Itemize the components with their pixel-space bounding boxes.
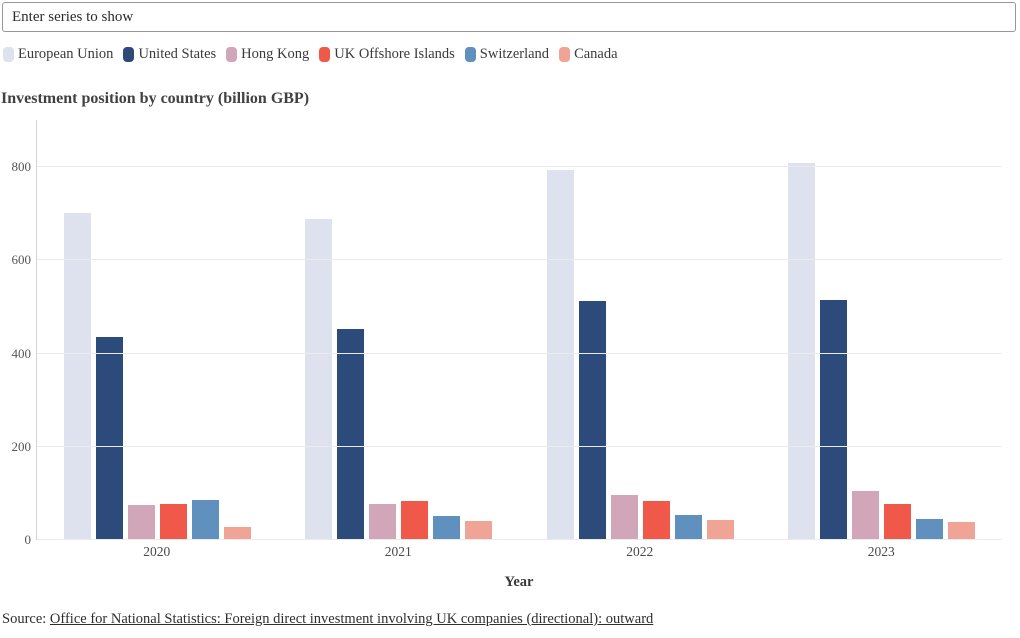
legend-label: European Union (18, 46, 114, 62)
legend-swatch-uk-offshore-islands (319, 47, 331, 62)
bar-european-union-2022[interactable] (546, 170, 574, 540)
bar-united-states-2022[interactable] (578, 300, 606, 540)
x-tick-label-2022: 2022 (626, 544, 654, 559)
legend-label: UK Offshore Islands (334, 46, 455, 62)
bar-united-states-2020[interactable] (96, 337, 124, 540)
legend-label: United States (138, 46, 217, 62)
x-tick-label-2020: 2020 (143, 544, 171, 559)
source-note: Source: Office for National Statistics: … (2, 611, 1020, 628)
y-tick-label-200: 200 (11, 438, 32, 454)
y-tick-label-400: 400 (11, 345, 32, 361)
legend-swatch-switzerland (464, 47, 476, 62)
legend-item-canada[interactable]: Canada (559, 46, 618, 63)
bar-switzerland-2020[interactable] (192, 499, 220, 540)
bar-canada-2020[interactable] (224, 527, 252, 540)
legend: European Union United States Hong Kong UK O… (3, 46, 1020, 63)
bar-united-states-2021[interactable] (337, 329, 365, 540)
bar-chart: 0 200 400 600 800 (12, 120, 1002, 547)
legend-swatch-hong-kong (226, 47, 238, 62)
x-axis-title: Year (504, 574, 534, 590)
source-link[interactable]: Office for National Statistics: Foreign … (49, 611, 654, 627)
legend-item-hong-kong[interactable]: Hong Kong (226, 46, 309, 63)
bar-canada-2022[interactable] (706, 519, 734, 540)
bar-hong-kong-2020[interactable] (128, 504, 156, 540)
legend-label: Canada (574, 46, 618, 62)
bar-group-2020 (37, 120, 278, 540)
bar-canada-2021[interactable] (465, 520, 493, 540)
bar-uk-offshore-islands-2021[interactable] (401, 501, 429, 540)
bar-group-2021 (278, 120, 519, 540)
x-tick-label-2023: 2023 (867, 544, 895, 559)
x-tick-label-2021: 2021 (384, 544, 412, 559)
gridline-800 (37, 166, 1002, 168)
legend-item-uk-offshore-islands[interactable]: UK Offshore Islands (319, 46, 455, 63)
bar-switzerland-2022[interactable] (674, 515, 702, 540)
legend-swatch-united-states (123, 47, 135, 62)
legend-item-united-states[interactable]: United States (123, 46, 216, 63)
bar-group-2023 (761, 120, 1002, 540)
bar-uk-offshore-islands-2022[interactable] (642, 500, 670, 540)
bar-group-2022 (520, 120, 761, 540)
bar-groups (37, 120, 1002, 540)
bar-united-states-2023[interactable] (819, 300, 847, 540)
plot-area: 0 200 400 600 800 (12, 120, 1002, 547)
gridline-400 (37, 352, 1002, 354)
y-tick-label-800: 800 (11, 159, 32, 175)
gridline-0 (37, 539, 1002, 540)
bar-european-union-2021[interactable] (305, 218, 333, 540)
series-filter-input[interactable] (2, 2, 1016, 32)
legend-item-european-union[interactable]: European Union (3, 46, 113, 63)
bar-uk-offshore-islands-2020[interactable] (160, 503, 188, 540)
bar-canada-2023[interactable] (947, 522, 975, 540)
source-prefix: Source: (2, 611, 50, 627)
legend-swatch-european-union (3, 47, 14, 62)
bar-european-union-2023[interactable] (787, 162, 815, 540)
gridline-200 (37, 445, 1002, 447)
x-axis-labels: 2020 2021 2022 2023 (36, 544, 1002, 560)
gridline-600 (37, 259, 1002, 261)
y-tick-label-0: 0 (24, 532, 32, 547)
bar-hong-kong-2021[interactable] (369, 504, 397, 540)
bar-switzerland-2021[interactable] (433, 515, 461, 540)
y-tick-label-600: 600 (11, 252, 32, 268)
bar-hong-kong-2023[interactable] (851, 491, 879, 540)
bar-switzerland-2023[interactable] (915, 518, 943, 540)
legend-label: Switzerland (479, 46, 550, 62)
bar-hong-kong-2022[interactable] (610, 495, 638, 540)
bar-european-union-2020[interactable] (64, 212, 92, 540)
chart-title: Investment position by country (billion … (1, 90, 310, 107)
legend-label: Hong Kong (241, 46, 310, 62)
legend-item-switzerland[interactable]: Switzerland (464, 46, 550, 63)
bar-uk-offshore-islands-2023[interactable] (883, 504, 911, 540)
legend-swatch-canada (559, 47, 571, 62)
